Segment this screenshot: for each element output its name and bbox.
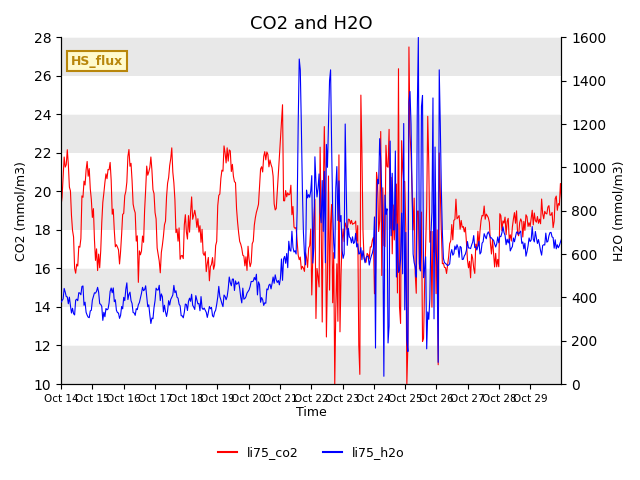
Text: HS_flux: HS_flux bbox=[71, 55, 124, 68]
Bar bbox=[61, 37, 561, 76]
Y-axis label: CO2 (mmol/m3): CO2 (mmol/m3) bbox=[15, 161, 28, 261]
Bar bbox=[61, 346, 561, 384]
Bar bbox=[61, 114, 561, 153]
Bar bbox=[61, 268, 561, 307]
Legend: li75_co2, li75_h2o: li75_co2, li75_h2o bbox=[213, 442, 410, 465]
Y-axis label: H2O (mmol/m3): H2O (mmol/m3) bbox=[612, 160, 625, 261]
Title: CO2 and H2O: CO2 and H2O bbox=[250, 15, 372, 33]
Bar bbox=[61, 192, 561, 230]
X-axis label: Time: Time bbox=[296, 407, 326, 420]
